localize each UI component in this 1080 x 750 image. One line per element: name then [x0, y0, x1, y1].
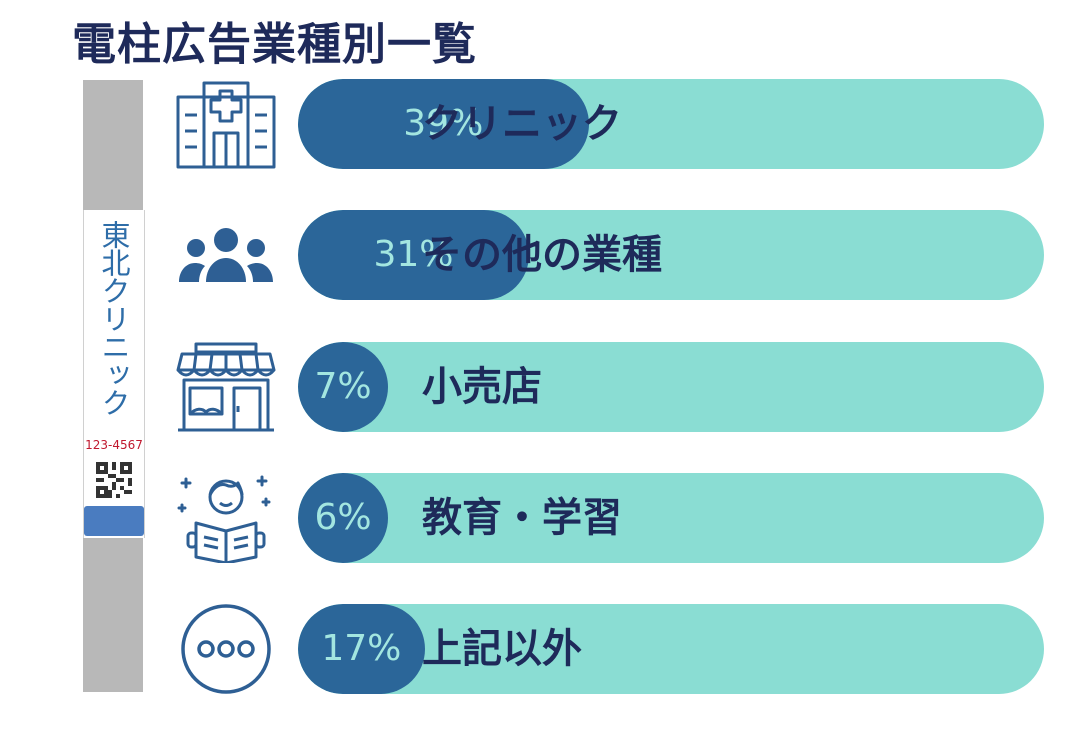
- bar-row: 7% 小売店: [0, 342, 1080, 432]
- more-icon: [181, 604, 271, 694]
- bar-value-label: 17%: [321, 628, 402, 669]
- bar-fill: [298, 604, 425, 694]
- bar-track: 31%: [298, 210, 1044, 300]
- bar-fill: [298, 210, 529, 300]
- bar-track: 7%: [298, 342, 1044, 432]
- pole-sign: 東北クリニック 123-4567: [83, 210, 145, 538]
- qr-code-icon: [96, 462, 132, 498]
- student-reading-icon: [177, 475, 271, 563]
- category-label: 小売店: [422, 364, 542, 410]
- sign-clinic-name: 東北クリニック: [97, 220, 131, 416]
- hospital-icon: [176, 81, 276, 169]
- bar-fill: [298, 342, 388, 432]
- category-label: その他の業種: [422, 232, 662, 278]
- category-label: クリニック: [422, 101, 622, 147]
- bar-track: 6%: [298, 473, 1044, 563]
- people-icon: [179, 228, 273, 282]
- bar-fill: [298, 79, 589, 169]
- bar-value-label: 7%: [314, 366, 372, 407]
- bar-value-label: 6%: [314, 497, 372, 538]
- bar-row: 39% クリニック: [0, 79, 1080, 169]
- bar-row: 31% その他の業種: [0, 210, 1080, 300]
- store-icon: [176, 342, 276, 432]
- bar-value-label: 39%: [403, 103, 484, 144]
- bar-row: 17% 上記以外: [0, 604, 1080, 694]
- sign-phone-number: 123-4567: [85, 438, 143, 452]
- bar-fill: [298, 473, 388, 563]
- page-title: 電柱広告業種別一覧: [72, 19, 477, 70]
- bar-row: 6% 教育・学習: [0, 473, 1080, 563]
- sign-band: [84, 506, 144, 536]
- bar-track: 17%: [298, 604, 1044, 694]
- category-label: 教育・学習: [422, 495, 622, 541]
- category-label: 上記以外: [422, 626, 582, 672]
- bar-track: 39%: [298, 79, 1044, 169]
- bar-value-label: 31%: [373, 234, 454, 275]
